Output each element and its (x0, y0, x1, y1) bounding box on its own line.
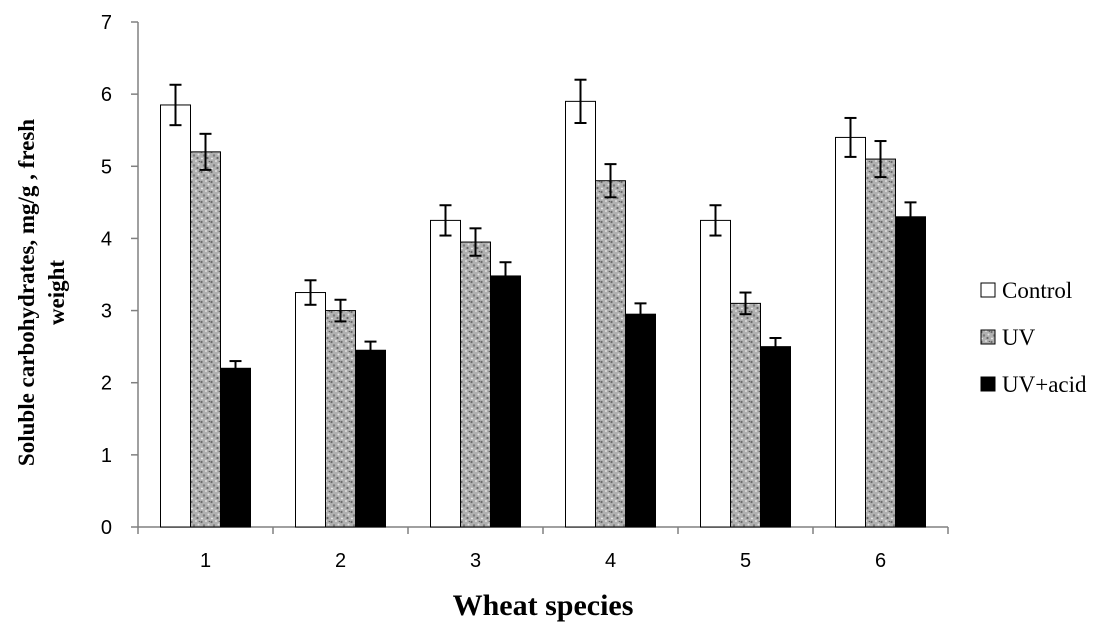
legend-swatch (980, 282, 996, 298)
y-tick-label: 2 (101, 373, 112, 395)
bar (625, 313, 656, 528)
bar (835, 136, 866, 528)
y-tick-label: 3 (101, 301, 112, 323)
legend-swatch (980, 329, 996, 345)
bar (160, 104, 191, 528)
y-tick-label: 0 (101, 517, 112, 539)
x-tick-label: 2 (335, 550, 346, 572)
y-tick-label: 1 (101, 445, 112, 467)
bar (730, 302, 761, 528)
y-axis-title: weight (44, 260, 69, 326)
bar (220, 367, 251, 528)
bar (595, 180, 626, 528)
bar (565, 100, 596, 528)
legend-label: UV+acid (1002, 372, 1087, 397)
bar (865, 158, 896, 528)
y-tick-label: 5 (101, 156, 112, 178)
x-tick-label: 6 (875, 550, 886, 572)
x-tick-label: 1 (200, 550, 211, 572)
legend-swatch (980, 376, 996, 392)
bar (760, 346, 791, 528)
bar (295, 292, 326, 528)
legend-label: Control (1002, 278, 1072, 303)
bar (190, 151, 221, 528)
bar (895, 216, 926, 528)
x-tick-label: 4 (605, 550, 616, 572)
bar (355, 349, 386, 528)
bar (430, 219, 461, 528)
bar (700, 219, 731, 528)
x-tick-label: 5 (740, 550, 751, 572)
y-tick-label: 4 (101, 228, 112, 250)
legend-label: UV (1002, 325, 1036, 350)
x-tick-label: 3 (470, 550, 481, 572)
bar (460, 241, 491, 528)
bar (490, 275, 521, 528)
y-tick-label: 7 (101, 12, 112, 34)
bar (325, 310, 356, 528)
x-axis-title: Wheat species (453, 589, 634, 622)
y-tick-label: 6 (101, 84, 112, 106)
y-axis-title: Soluble carbohydrates, mg/g , fresh (14, 119, 39, 466)
